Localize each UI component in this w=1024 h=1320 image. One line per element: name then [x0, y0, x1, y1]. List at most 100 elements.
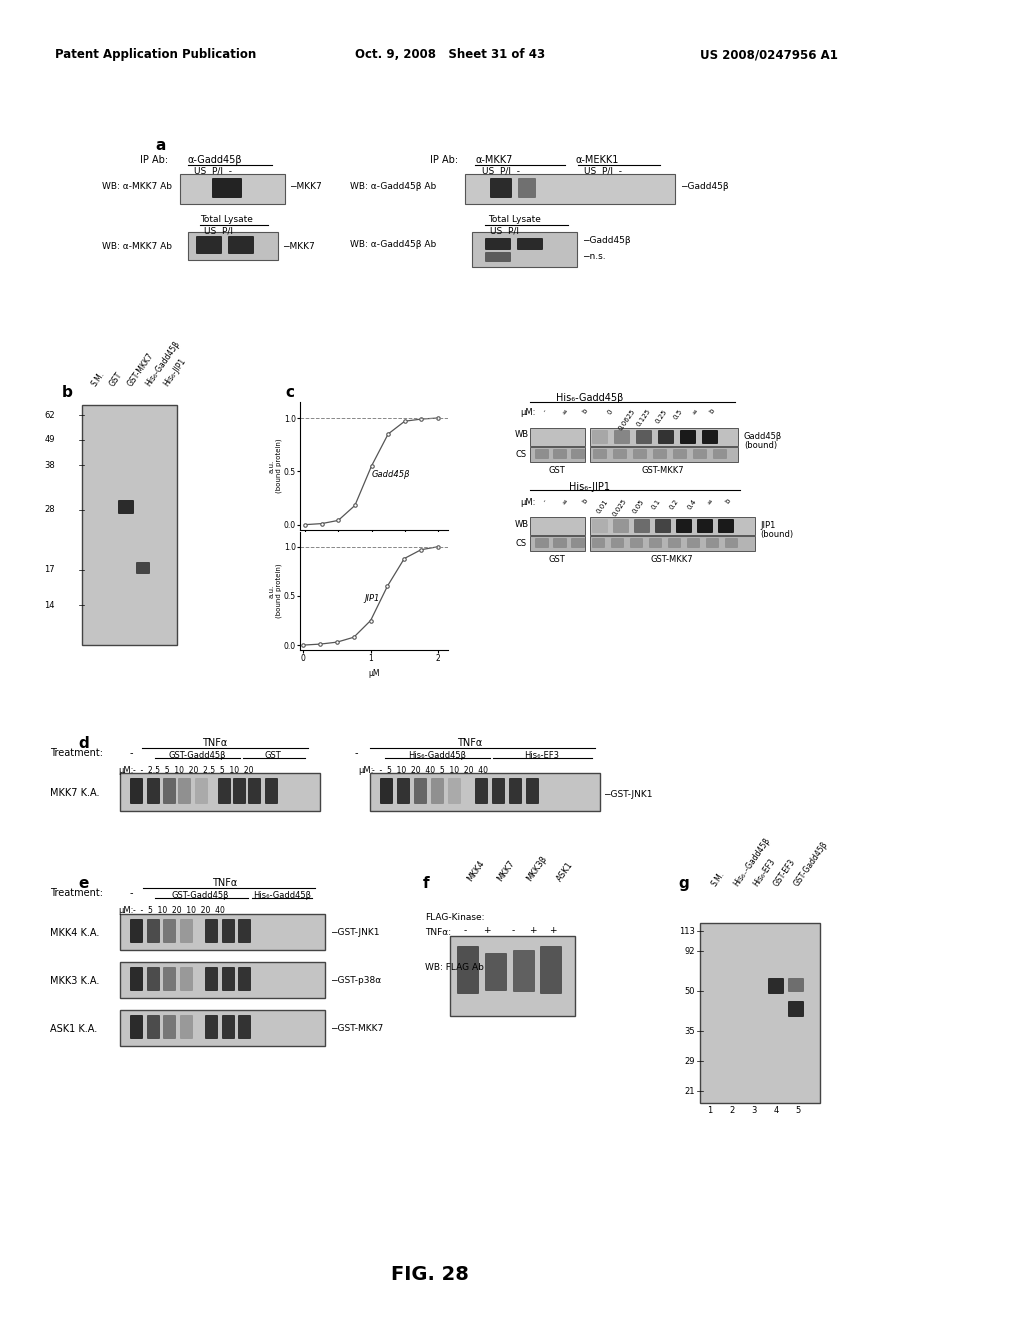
FancyBboxPatch shape	[788, 978, 804, 993]
FancyBboxPatch shape	[233, 777, 246, 804]
X-axis label: μM: μM	[369, 669, 380, 677]
Text: 28: 28	[44, 506, 55, 515]
FancyBboxPatch shape	[147, 1015, 160, 1039]
Text: 0.025: 0.025	[611, 498, 628, 517]
Text: WB: WB	[515, 430, 529, 440]
Text: 0.05: 0.05	[631, 498, 645, 515]
FancyBboxPatch shape	[653, 449, 667, 459]
FancyBboxPatch shape	[228, 236, 254, 253]
FancyBboxPatch shape	[614, 430, 630, 444]
FancyBboxPatch shape	[130, 968, 143, 991]
FancyBboxPatch shape	[492, 777, 505, 804]
FancyBboxPatch shape	[163, 777, 176, 804]
Text: His₆-JIP1: His₆-JIP1	[569, 482, 610, 492]
Text: His₆-Gadd45β: His₆-Gadd45β	[253, 891, 311, 900]
Text: α-Gadd45β: α-Gadd45β	[188, 154, 243, 165]
Text: US  P/I: US P/I	[490, 227, 519, 236]
Text: JIP1: JIP1	[760, 521, 775, 531]
FancyBboxPatch shape	[178, 777, 191, 804]
Text: −MKK7: −MKK7	[282, 242, 314, 251]
FancyBboxPatch shape	[205, 968, 218, 991]
FancyBboxPatch shape	[535, 539, 549, 548]
Text: f: f	[423, 876, 430, 891]
FancyBboxPatch shape	[118, 500, 134, 513]
Text: 50: 50	[684, 986, 695, 995]
Text: μM:: μM:	[520, 408, 536, 417]
Bar	[472, 232, 577, 267]
FancyBboxPatch shape	[630, 539, 643, 548]
FancyBboxPatch shape	[725, 539, 738, 548]
Text: 17: 17	[44, 565, 55, 574]
FancyBboxPatch shape	[649, 539, 662, 548]
Text: GST-Gadd45β: GST-Gadd45β	[792, 840, 829, 888]
Text: -  -  5  10  20  10  20  40: - - 5 10 20 10 20 40	[133, 906, 225, 915]
Text: US  P/I: US P/I	[204, 227, 233, 236]
Text: α-MEKK1: α-MEKK1	[575, 154, 618, 165]
FancyBboxPatch shape	[633, 449, 647, 459]
Text: WB: FLAG Ab: WB: FLAG Ab	[425, 964, 484, 972]
Text: −GST-MKK7: −GST-MKK7	[330, 1024, 383, 1034]
Text: α-MKK7: α-MKK7	[475, 154, 512, 165]
Bar	[120, 774, 319, 810]
Text: (bound): (bound)	[760, 531, 794, 539]
Text: His₆-EF3: His₆-EF3	[524, 751, 559, 760]
FancyBboxPatch shape	[553, 449, 567, 459]
FancyBboxPatch shape	[205, 919, 218, 942]
Text: μM:: μM:	[358, 766, 374, 775]
Text: 2: 2	[729, 1106, 734, 1115]
Text: MKK7 K.A.: MKK7 K.A.	[50, 788, 99, 799]
Bar	[530, 447, 585, 462]
FancyBboxPatch shape	[571, 449, 585, 459]
Bar	[465, 174, 675, 205]
FancyBboxPatch shape	[636, 430, 652, 444]
Text: Gadd45β: Gadd45β	[744, 432, 782, 441]
Y-axis label: a.u.
(bound protein): a.u. (bound protein)	[269, 564, 283, 618]
Text: ∞: ∞	[561, 408, 569, 416]
Text: 1: 1	[708, 1106, 713, 1115]
FancyBboxPatch shape	[130, 919, 143, 942]
FancyBboxPatch shape	[238, 968, 251, 991]
Text: TNFα: TNFα	[458, 738, 482, 748]
Text: ASK1: ASK1	[555, 861, 574, 883]
Text: JIP1: JIP1	[364, 594, 379, 603]
Text: +: +	[529, 927, 537, 935]
FancyBboxPatch shape	[238, 1015, 251, 1039]
Text: GST: GST	[108, 371, 124, 388]
Text: e: e	[78, 876, 88, 891]
FancyBboxPatch shape	[163, 968, 176, 991]
Bar	[590, 428, 738, 446]
Text: WB: α-Gadd45β Ab: WB: α-Gadd45β Ab	[350, 240, 436, 249]
FancyBboxPatch shape	[222, 1015, 234, 1039]
FancyBboxPatch shape	[180, 919, 193, 942]
FancyBboxPatch shape	[457, 946, 479, 994]
Text: μM:: μM:	[118, 766, 133, 775]
Bar	[450, 936, 575, 1016]
FancyBboxPatch shape	[414, 777, 427, 804]
Text: MKK4 K.A.: MKK4 K.A.	[50, 928, 99, 939]
FancyBboxPatch shape	[485, 252, 511, 261]
FancyBboxPatch shape	[668, 539, 681, 548]
Text: His₆₋-Gadd45β: His₆₋-Gadd45β	[732, 836, 772, 888]
Text: 0: 0	[606, 408, 613, 414]
Bar	[120, 962, 325, 998]
FancyBboxPatch shape	[634, 519, 650, 533]
Text: MKK7: MKK7	[495, 858, 516, 883]
Text: WB: α-MKK7 Ab: WB: α-MKK7 Ab	[102, 242, 172, 251]
Bar	[530, 428, 585, 446]
Text: MKK3 K.A.: MKK3 K.A.	[50, 975, 99, 986]
X-axis label: μM: μM	[369, 549, 380, 558]
Text: c: c	[285, 385, 294, 400]
Text: His₆-JIP1: His₆-JIP1	[162, 356, 187, 388]
Text: 0.2: 0.2	[669, 498, 680, 511]
Text: 14: 14	[44, 601, 55, 610]
Text: His₆-EF3: His₆-EF3	[752, 857, 777, 888]
Bar	[590, 517, 755, 535]
Text: Oct. 9, 2008   Sheet 31 of 43: Oct. 9, 2008 Sheet 31 of 43	[355, 48, 545, 61]
FancyBboxPatch shape	[130, 1015, 143, 1039]
Bar	[82, 405, 177, 645]
Text: WB: α-MKK7 Ab: WB: α-MKK7 Ab	[102, 182, 172, 191]
Text: GST: GST	[264, 751, 282, 760]
FancyBboxPatch shape	[163, 919, 176, 942]
FancyBboxPatch shape	[222, 919, 234, 942]
FancyBboxPatch shape	[147, 919, 160, 942]
